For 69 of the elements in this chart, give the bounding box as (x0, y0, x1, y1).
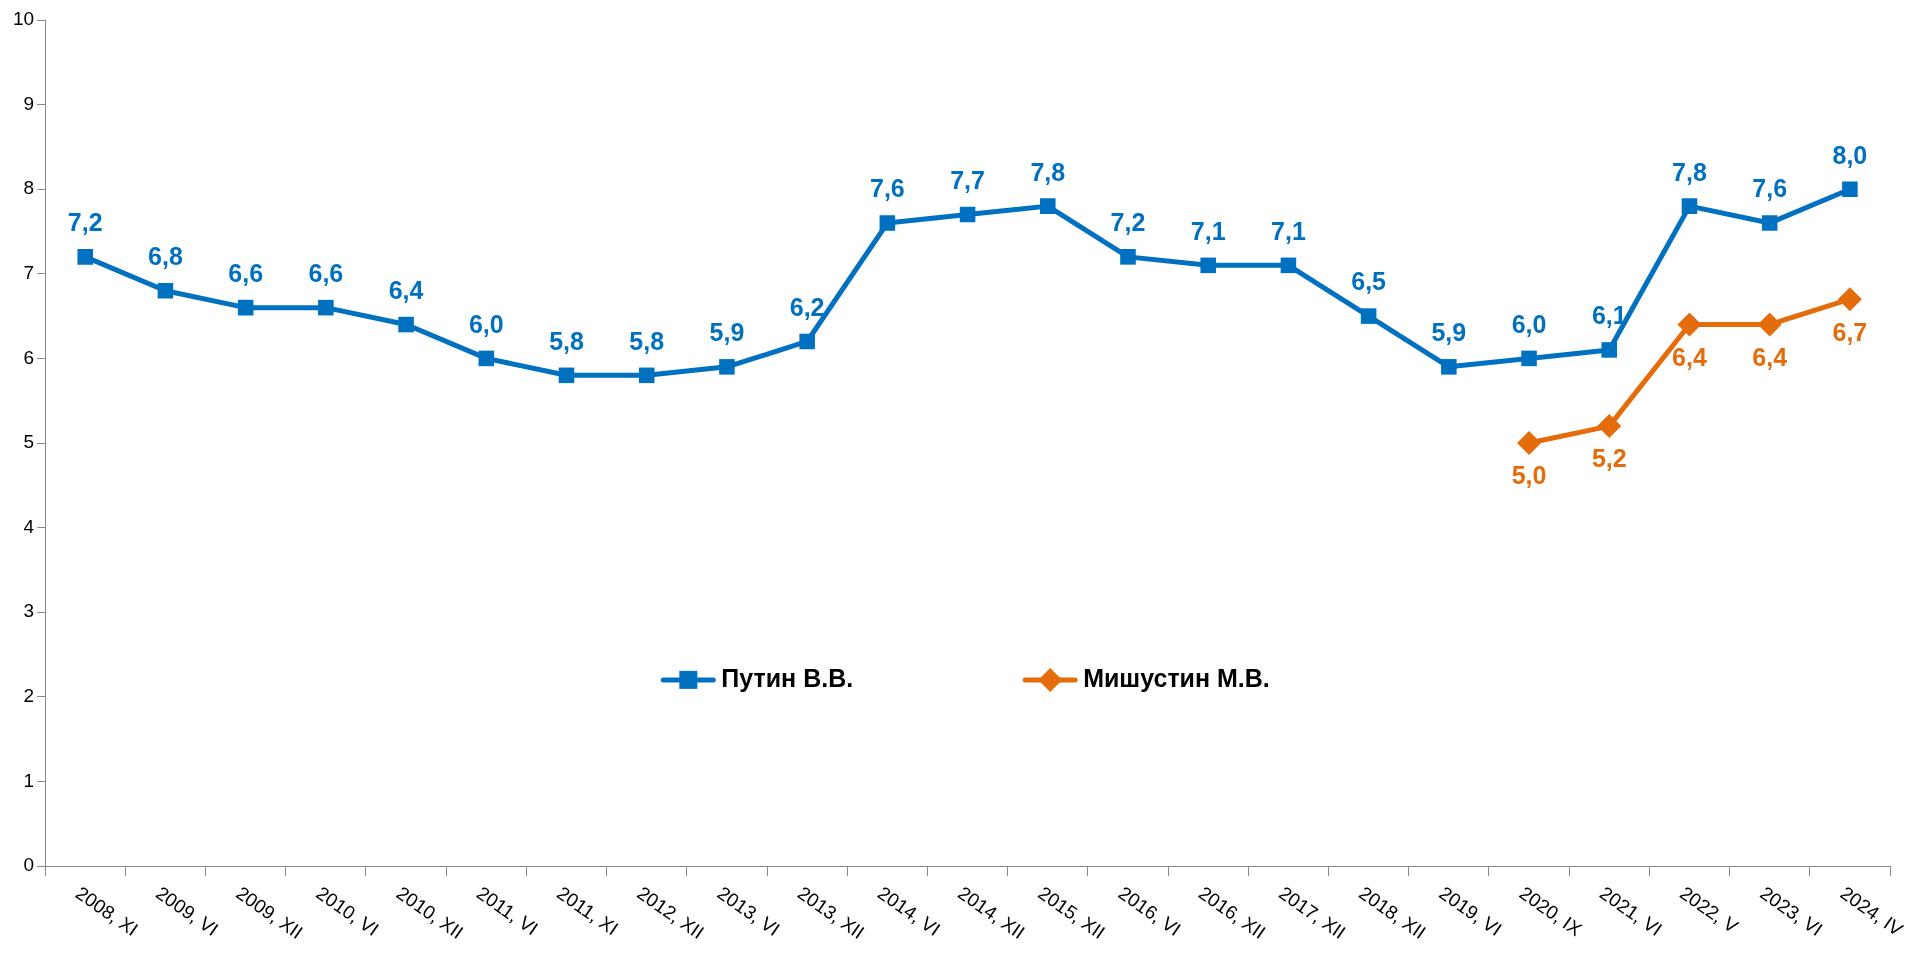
point (1837, 287, 1862, 312)
data-label: 6,4 (1672, 342, 1707, 371)
point (1597, 414, 1622, 439)
y-tick-label: 2 (23, 685, 35, 707)
point (1761, 215, 1778, 231)
data-label: 7,1 (1271, 216, 1306, 245)
point (157, 282, 174, 299)
data-label: 6,6 (308, 259, 344, 288)
data-label: 6,5 (1351, 267, 1387, 296)
point (318, 299, 334, 316)
point (959, 206, 976, 223)
data-label: 7,8 (1030, 157, 1066, 186)
point (719, 359, 735, 375)
y-tick-label: 1 (23, 769, 35, 791)
data-label: 5,9 (1431, 318, 1467, 347)
data-label: 6,8 (148, 242, 183, 271)
data-label: 7,1 (1190, 216, 1226, 245)
point (1200, 257, 1216, 274)
point (799, 333, 815, 350)
data-label: 6,4 (1752, 342, 1788, 371)
point (1521, 350, 1537, 367)
y-tick-label: 7 (23, 262, 35, 284)
y-tick-label: 6 (23, 346, 35, 368)
point (558, 367, 575, 384)
point (1040, 198, 1056, 214)
point (638, 367, 655, 384)
point (1757, 312, 1782, 337)
point (1681, 198, 1698, 214)
data-label: 5,0 (1511, 461, 1547, 490)
point (1517, 431, 1542, 455)
y-tick-label: 0 (23, 854, 35, 876)
data-label: 7,8 (1672, 157, 1707, 186)
point (1120, 249, 1136, 265)
legend-label: Мишустин М.В. (1083, 663, 1270, 692)
point (1441, 359, 1457, 375)
y-tick-label: 3 (23, 600, 35, 622)
point (1280, 257, 1297, 274)
point (1842, 181, 1858, 197)
y-tick-label: 8 (23, 177, 35, 199)
y-tick-label: 9 (23, 92, 35, 114)
data-label: 6,2 (789, 292, 825, 321)
point (398, 316, 414, 333)
data-label: 7,7 (950, 165, 985, 194)
y-tick-label: 10 (12, 8, 35, 30)
data-label: 5,8 (549, 326, 584, 355)
data-label: 5,2 (1591, 444, 1627, 473)
point (1601, 342, 1618, 358)
data-label: 6,0 (1511, 309, 1547, 338)
data-label: 8,0 (1832, 140, 1868, 169)
point (237, 299, 254, 316)
data-label: 6,6 (228, 259, 264, 288)
legend-label: Путин В.В. (721, 663, 854, 692)
data-label: 5,8 (629, 326, 665, 355)
point (879, 215, 896, 231)
data-label: 7,2 (1110, 208, 1146, 237)
data-label: 7,6 (869, 174, 905, 203)
data-label: 7,2 (67, 208, 103, 237)
y-tick-label: 5 (23, 431, 35, 453)
point (77, 249, 94, 265)
y-tick-label: 4 (23, 515, 35, 537)
data-label: 6,0 (468, 309, 504, 338)
data-label: 6,1 (1591, 301, 1627, 330)
data-label: 7,6 (1752, 174, 1788, 203)
data-label: 6,4 (388, 275, 424, 304)
point (1360, 308, 1377, 324)
point (478, 350, 495, 367)
point (1677, 312, 1702, 337)
data-label: 6,7 (1832, 317, 1868, 346)
data-label: 5,9 (709, 318, 745, 347)
